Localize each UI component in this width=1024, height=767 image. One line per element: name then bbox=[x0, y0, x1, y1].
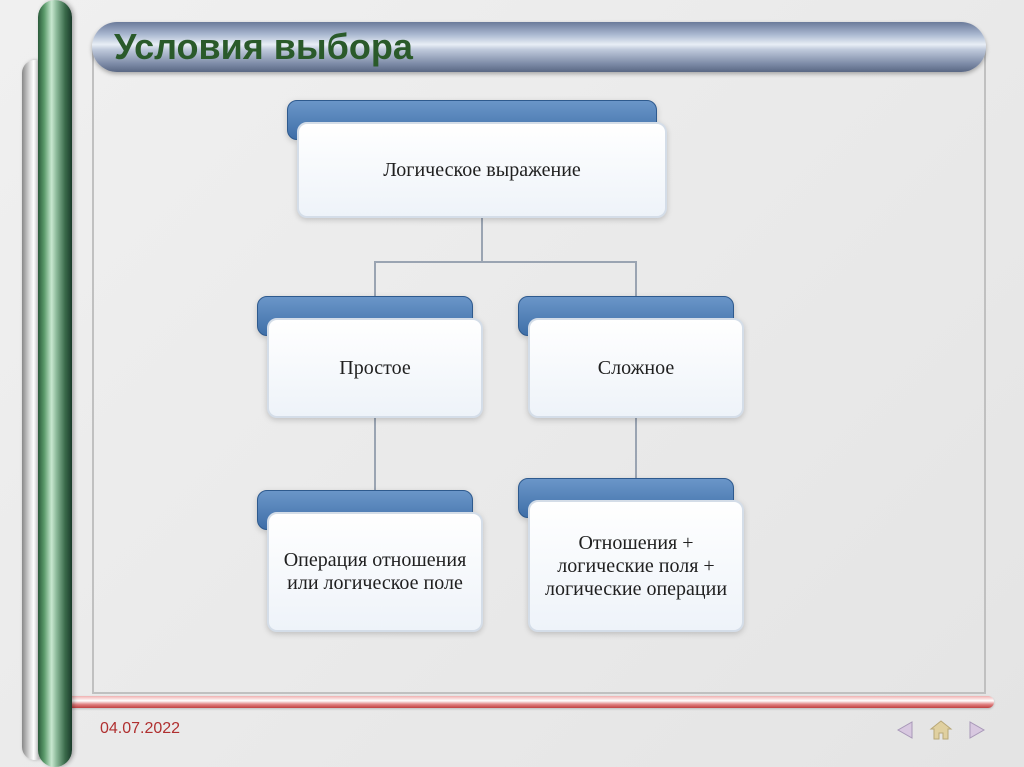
diagram-node-leaf2: Отношения + логические поля + логические… bbox=[528, 500, 744, 632]
node-body: Сложное bbox=[528, 318, 744, 418]
edge-root-complex bbox=[482, 218, 636, 296]
title-bar: Условия выбора bbox=[92, 22, 986, 72]
slide-title: Условия выбора bbox=[114, 26, 413, 68]
slide-date: 04.07.2022 bbox=[100, 720, 180, 738]
bottom-accent-bar bbox=[48, 696, 994, 708]
node-body: Простое bbox=[267, 318, 483, 418]
diagram-node-simple: Простое bbox=[267, 318, 483, 418]
home-button[interactable] bbox=[928, 718, 954, 742]
pillar-decoration bbox=[38, 0, 72, 767]
node-body: Операция отношения или логическое поле bbox=[267, 512, 483, 632]
triangle-left-icon bbox=[894, 719, 916, 741]
prev-button[interactable] bbox=[892, 718, 918, 742]
diagram-area: Логическое выражение Простое Сложное Операц… bbox=[92, 86, 986, 686]
diagram-node-root: Логическое выражение bbox=[297, 122, 667, 218]
home-icon bbox=[929, 719, 953, 741]
edge-root-simple bbox=[375, 218, 482, 296]
node-body: Отношения + логические поля + логические… bbox=[528, 500, 744, 632]
node-body: Логическое выражение bbox=[297, 122, 667, 218]
nav-controls bbox=[892, 718, 990, 742]
diagram-node-complex: Сложное bbox=[528, 318, 744, 418]
triangle-right-icon bbox=[966, 719, 988, 741]
next-button[interactable] bbox=[964, 718, 990, 742]
diagram-node-leaf1: Операция отношения или логическое поле bbox=[267, 512, 483, 632]
